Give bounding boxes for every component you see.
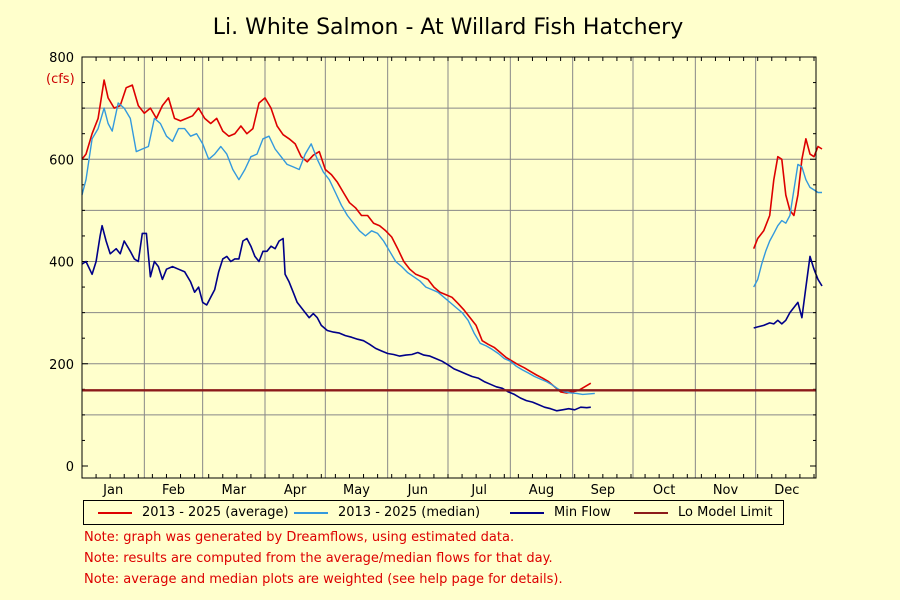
y-tick-label: 800: [49, 51, 74, 66]
series-line-2013-2025-median: [81, 102, 595, 396]
note-computed-flows: Note: results are computed from the aver…: [84, 551, 553, 566]
note-weighted-plots: Note: average and median plots are weigh…: [84, 572, 563, 587]
x-month-label: May: [343, 483, 370, 498]
x-month-label: Dec: [774, 483, 799, 498]
legend-swatch-median: [294, 512, 328, 514]
y-tick-label: 400: [49, 256, 74, 271]
series-line-2013-2025-median: [753, 163, 822, 288]
series-line-min-flow: [753, 255, 823, 329]
x-month-label: Feb: [162, 483, 185, 498]
chart-title: Li. White Salmon - At Willard Fish Hatch…: [213, 15, 683, 40]
chart-legend: 2013 - 2025 (average) 2013 - 2025 (media…: [83, 500, 784, 525]
y-tick-label: 0: [66, 460, 74, 475]
plot-border: [81, 56, 817, 479]
legend-swatch-min-flow: [510, 512, 544, 514]
legend-swatch-lo-model-limit: [634, 512, 668, 514]
legend-swatch-average: [98, 512, 132, 514]
x-month-label: Jul: [470, 483, 487, 498]
legend-label-average: 2013 - 2025 (average): [142, 505, 289, 520]
legend-label-lo-model-limit: Lo Model Limit: [678, 505, 773, 520]
series-line-2013-2025-average: [752, 138, 823, 249]
x-month-label: Jan: [102, 483, 123, 498]
y-axis-unit-label: (cfs): [46, 72, 75, 87]
plot-area: 0 200 400 600 800 Jan Feb Mar Apr May Jun Jul Aug Sep…: [49, 51, 823, 498]
x-month-label: Sep: [591, 483, 616, 498]
note-estimated-data: Note: graph was generated by Dreamflows,…: [84, 530, 515, 545]
x-month-label: Apr: [284, 483, 307, 498]
y-tick-label: 200: [49, 358, 74, 373]
series-line-2013-2025-average: [81, 79, 592, 394]
x-month-label: Jun: [407, 483, 428, 498]
legend-label-median: 2013 - 2025 (median): [338, 505, 481, 520]
x-month-label: Oct: [653, 483, 675, 498]
plot-background: [82, 57, 816, 478]
x-month-label: Aug: [529, 483, 554, 498]
series-line-min-flow: [81, 224, 591, 412]
x-month-label: Mar: [222, 483, 247, 498]
x-month-label: Nov: [713, 483, 739, 498]
y-tick-label: 600: [49, 153, 74, 168]
legend-label-min-flow: Min Flow: [554, 505, 611, 520]
